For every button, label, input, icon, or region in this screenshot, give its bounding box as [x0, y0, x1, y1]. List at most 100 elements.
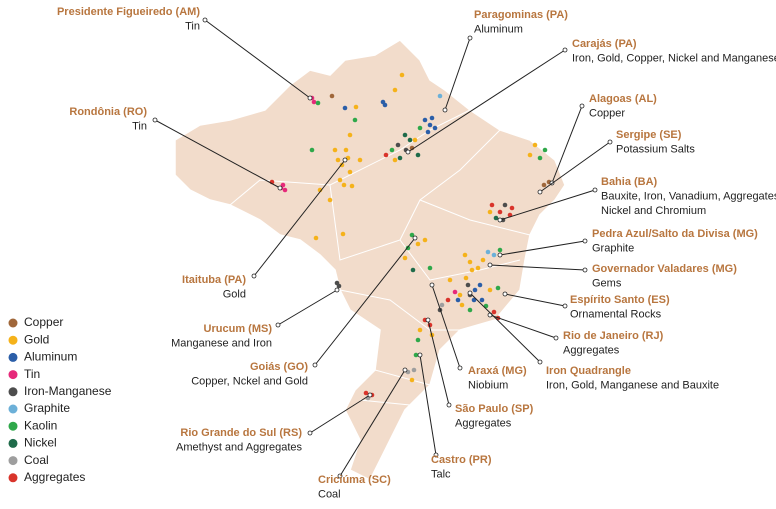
legend-label: Iron-Manganese: [24, 384, 112, 398]
legend-label: Gold: [24, 332, 49, 346]
mine-marker: [415, 241, 421, 247]
mine-marker: [487, 287, 493, 293]
leader-end: [497, 217, 503, 223]
mine-marker: [415, 152, 421, 158]
leader-end: [429, 282, 435, 288]
site-name: Rio Grande do Sul (RS): [180, 427, 302, 439]
mine-marker: [437, 93, 443, 99]
mine-marker: [491, 252, 497, 258]
legend-label: Nickel: [24, 436, 57, 450]
mine-marker: [487, 209, 493, 215]
leader-end: [405, 149, 411, 155]
mine-marker: [409, 377, 415, 383]
mine-marker: [392, 87, 398, 93]
leader-line: [499, 189, 596, 221]
legend-label: Aggregates: [24, 470, 85, 484]
site-name: Rio de Janeiro (RJ): [563, 330, 664, 342]
site-name: Sergipe (SE): [616, 129, 682, 141]
site-minerals: Nickel and Chromium: [601, 205, 706, 217]
mine-marker: [452, 289, 458, 295]
site-name: Iron Quadrangle: [546, 365, 631, 377]
mine-marker: [315, 100, 321, 106]
leader-end: [152, 117, 158, 123]
leader-line: [309, 394, 371, 434]
mine-marker: [425, 129, 431, 135]
leader-end: [307, 430, 313, 436]
leader-end: [202, 17, 208, 23]
leader-line: [469, 292, 541, 363]
mine-marker: [410, 267, 416, 273]
site-minerals: Aggregates: [563, 344, 620, 356]
site-name: Carajás (PA): [572, 38, 637, 50]
legend-label: Graphite: [24, 401, 70, 415]
mine-marker: [467, 307, 473, 313]
mine-marker: [465, 282, 471, 288]
mine-marker: [353, 104, 359, 110]
mine-marker: [491, 309, 497, 315]
mine-marker: [475, 265, 481, 271]
mine-marker: [329, 93, 335, 99]
mine-marker: [399, 72, 405, 78]
leader-end: [487, 262, 493, 268]
legend-label: Copper: [24, 315, 63, 329]
mine-marker: [332, 147, 338, 153]
mine-marker: [417, 327, 423, 333]
site-minerals: Iron, Gold, Manganese and Bauxite: [546, 379, 719, 391]
leader-end: [337, 473, 343, 479]
leader-end: [537, 359, 543, 365]
leader-end: [607, 139, 613, 145]
mine-marker: [352, 117, 358, 123]
legend-label: Tin: [24, 367, 40, 381]
site-minerals: Ornamental Rocks: [570, 308, 662, 320]
mine-marker: [477, 282, 483, 288]
mine-marker: [480, 257, 486, 263]
legend-swatch: [8, 404, 18, 414]
leader-end: [342, 157, 348, 163]
site-minerals: Graphite: [592, 242, 634, 254]
legend-swatch: [8, 421, 18, 431]
leader-line: [419, 354, 437, 456]
site-minerals: Tin: [185, 20, 200, 32]
mine-marker: [395, 142, 401, 148]
site-minerals: Iron, Gold, Copper, Nickel and Manganese: [572, 52, 776, 64]
legend-swatch: [8, 352, 18, 362]
leader-end: [457, 365, 463, 371]
site-name: Paragominas (PA): [474, 9, 568, 21]
leader-end: [412, 235, 418, 241]
leader-end: [312, 362, 318, 368]
leader-line: [504, 293, 566, 307]
mine-marker: [429, 115, 435, 121]
site-name: Criciúma (SC): [318, 474, 391, 486]
site-name: Castro (PR): [431, 454, 492, 466]
mine-marker: [445, 297, 451, 303]
legend-swatch: [8, 473, 18, 483]
mine-marker: [382, 102, 388, 108]
site-minerals: Talc: [431, 468, 451, 480]
mine-marker: [282, 187, 288, 193]
legend-label: Kaolin: [24, 418, 57, 432]
site-name: Bahia (BA): [601, 176, 658, 188]
site-name: Goiás (GO): [250, 361, 308, 373]
mine-marker: [349, 183, 355, 189]
leader-end: [433, 452, 439, 458]
leader-end: [502, 291, 508, 297]
mine-marker: [497, 209, 503, 215]
mine-marker: [509, 205, 515, 211]
legend-label: Aluminum: [24, 350, 77, 364]
mine-marker: [541, 182, 547, 188]
mine-marker: [493, 215, 499, 221]
site-minerals: Copper, Nckel and Gold: [191, 375, 308, 387]
leader-end: [537, 189, 543, 195]
legend-label: Coal: [24, 453, 49, 467]
leader-end: [497, 252, 503, 258]
mine-marker: [340, 231, 346, 237]
mine-marker: [343, 147, 349, 153]
mine-marker: [407, 137, 413, 143]
leader-line: [253, 159, 346, 277]
leader-end: [579, 103, 585, 109]
mine-marker: [427, 122, 433, 128]
mine-marker: [457, 292, 463, 298]
site-name: Itaituba (PA): [182, 274, 246, 286]
mine-marker: [495, 285, 501, 291]
mine-marker: [415, 337, 421, 343]
